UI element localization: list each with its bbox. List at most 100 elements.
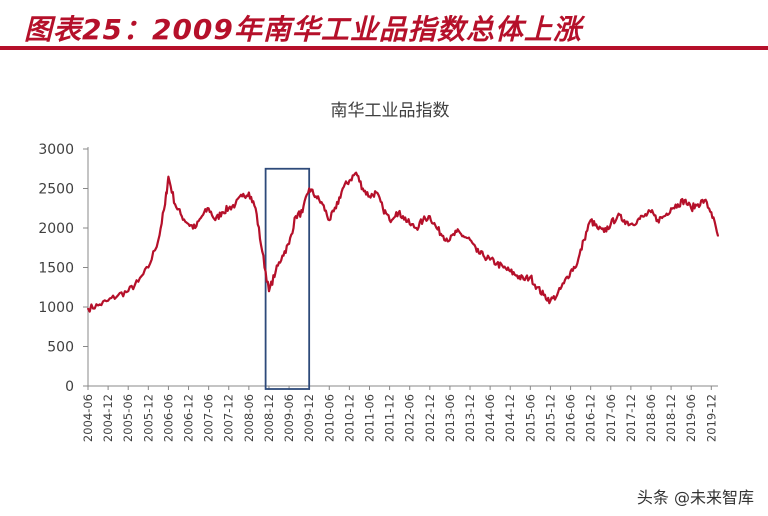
data-point <box>241 195 244 198</box>
x-tick-label: 2010-12 <box>342 394 356 442</box>
data-point <box>127 290 130 293</box>
data-point <box>482 254 485 257</box>
data-point <box>489 258 491 261</box>
data-point <box>583 238 585 241</box>
data-point <box>495 262 498 265</box>
series-layer <box>87 171 720 313</box>
watermark: 头条 @未来智库 <box>636 488 754 507</box>
data-point <box>428 215 431 218</box>
data-point <box>502 266 505 269</box>
data-point <box>254 207 257 210</box>
x-tick-label: 2006-06 <box>161 394 175 442</box>
data-point <box>221 211 223 214</box>
chart-title: 南华工业品指数 <box>331 101 450 121</box>
x-tick-label: 2007-06 <box>202 394 216 442</box>
x-tick-label: 2005-12 <box>141 394 155 442</box>
data-point <box>388 219 391 222</box>
x-tick-label: 2009-06 <box>282 394 296 442</box>
data-point <box>234 203 237 206</box>
x-tick-label: 2014-12 <box>503 394 517 442</box>
title-rule <box>0 46 768 50</box>
data-point <box>328 219 331 222</box>
data-point <box>522 278 525 281</box>
data-point <box>321 203 324 206</box>
x-tick-label: 2004-06 <box>81 394 95 442</box>
data-point <box>475 250 478 253</box>
data-point <box>167 175 170 178</box>
data-point <box>449 238 451 241</box>
data-point <box>214 219 217 222</box>
data-point <box>97 304 99 307</box>
data-point <box>274 270 277 273</box>
x-tick-label: 2018-06 <box>644 394 658 442</box>
x-tick-label: 2007-12 <box>222 394 236 442</box>
x-tick-label: 2011-06 <box>362 394 376 442</box>
data-point <box>308 187 311 190</box>
x-tick-label: 2009-12 <box>302 394 316 442</box>
x-tick-label: 2017-06 <box>604 394 618 442</box>
y-tick-label: 1000 <box>38 300 74 316</box>
data-point <box>549 299 552 302</box>
data-point <box>630 223 632 225</box>
data-point <box>361 187 364 190</box>
x-tick-label: 2006-12 <box>182 394 196 442</box>
x-tick-label: 2015-06 <box>523 394 537 442</box>
data-point <box>395 211 398 214</box>
data-point <box>207 207 210 210</box>
data-point <box>147 266 150 269</box>
y-tick-label: 1500 <box>38 261 74 277</box>
data-point <box>656 219 659 222</box>
x-tick-label: 2013-06 <box>443 394 457 442</box>
data-point <box>294 215 297 218</box>
x-tick-label: 2008-06 <box>242 394 256 442</box>
data-point <box>201 215 203 218</box>
data-point <box>335 207 337 210</box>
data-point <box>180 215 183 218</box>
data-point <box>576 262 579 265</box>
data-point <box>174 203 177 206</box>
x-tick-label: 2016-12 <box>584 394 598 442</box>
x-tick-label: 2016-06 <box>564 394 578 442</box>
data-point <box>589 219 592 222</box>
data-point <box>435 227 438 229</box>
data-point <box>268 290 270 293</box>
data-point <box>117 294 120 296</box>
data-point <box>563 282 565 285</box>
data-point <box>710 211 713 214</box>
series-line-nanhua-index <box>87 171 720 313</box>
x-tick-label: 2005-06 <box>121 394 135 442</box>
data-point <box>375 191 378 194</box>
data-point <box>382 207 384 210</box>
data-point <box>248 191 250 194</box>
x-tick-label: 2017-12 <box>624 394 638 442</box>
x-tick-label: 2008-12 <box>262 394 276 442</box>
data-point <box>157 238 160 241</box>
data-point <box>455 231 458 233</box>
x-tick-label: 2011-12 <box>383 394 397 442</box>
data-point <box>137 280 140 283</box>
data-point <box>164 203 167 206</box>
x-tick-label: 2019-06 <box>684 394 698 442</box>
data-point <box>315 195 317 198</box>
data-point <box>636 219 639 222</box>
chart-axes: 0 500 1000 1500 2000 2500 3000 2004-06 2004-12 20… <box>38 142 718 442</box>
data-point <box>516 274 518 277</box>
data-point <box>717 235 719 237</box>
figure-title: 图表25：2009年南华工业品指数总体上涨 <box>24 13 582 46</box>
data-point <box>415 227 418 229</box>
x-tick-label: 2014-06 <box>483 394 497 442</box>
data-point <box>442 235 445 237</box>
data-point <box>187 223 190 225</box>
data-point <box>643 215 646 218</box>
data-point <box>536 286 538 289</box>
x-tick-label: 2012-06 <box>403 394 417 442</box>
data-point <box>87 307 89 310</box>
y-tick-label: 3000 <box>38 142 74 158</box>
data-point <box>227 207 230 210</box>
data-point <box>690 207 693 210</box>
data-point <box>509 270 512 273</box>
data-point <box>462 235 465 237</box>
x-tick-label: 2012-12 <box>423 394 437 442</box>
y-tick-label: 500 <box>47 340 74 356</box>
